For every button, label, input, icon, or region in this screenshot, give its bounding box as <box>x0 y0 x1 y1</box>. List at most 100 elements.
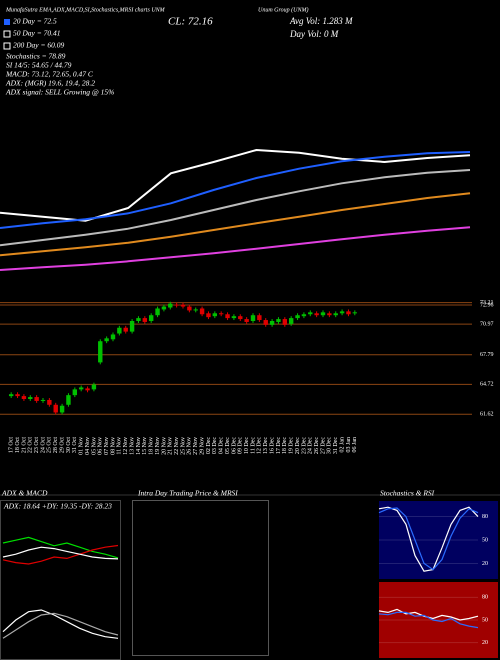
x-tick-label: 31 Oct <box>72 437 78 453</box>
x-tick-label: 09 Dec <box>238 437 244 454</box>
candle-body <box>295 315 300 319</box>
series-line <box>2 546 119 560</box>
candle-body <box>244 319 249 322</box>
x-tick-label: 18 Nov <box>149 437 155 455</box>
candle-body <box>218 313 224 315</box>
series-line <box>0 151 471 229</box>
candle-body <box>34 397 39 401</box>
x-tick-label: 11 Nov <box>117 437 123 455</box>
x-tick-label: 18 Oct <box>15 437 21 453</box>
panel-title: Intra Day Trading Price & MRSI <box>137 489 238 498</box>
x-tick-label: 05 Nov <box>91 437 97 455</box>
ma-line: 200 Day = 60.09 <box>13 41 65 50</box>
panel-background <box>379 582 498 658</box>
x-tick-label: 06 Nov <box>98 437 104 455</box>
candle-body <box>339 311 345 314</box>
indicator: SI 14/5: 54.65 / 44.79 <box>6 61 72 70</box>
series-line <box>2 536 119 559</box>
y-tick-label: 73.21 <box>480 300 494 306</box>
x-tick-label: 22 Nov <box>174 437 180 455</box>
candle-body <box>225 314 230 319</box>
candle-body <box>78 387 84 390</box>
candle-body <box>320 312 326 316</box>
candle-body <box>129 321 135 332</box>
x-tick-label: 23 Oct <box>34 437 40 453</box>
candle-body <box>333 313 338 316</box>
x-tick-label: 12 Nov <box>123 437 129 455</box>
candle-body <box>288 318 294 324</box>
legend-swatch <box>3 30 11 38</box>
candle-body <box>47 399 52 405</box>
candle-body <box>282 319 288 325</box>
series-line <box>0 192 471 257</box>
x-tick-label: 26 Nov <box>187 437 193 455</box>
candle-body <box>174 304 179 306</box>
candle-body <box>263 320 268 325</box>
x-tick-label: 03 Jan <box>346 437 352 453</box>
legend-swatch <box>3 42 11 50</box>
close-price: CL: 72.16 <box>168 16 213 28</box>
x-tick-label: 17 Oct <box>9 437 15 453</box>
y-tick-label: 50 <box>482 617 488 623</box>
day-volume: Day Vol: 0 M <box>289 29 339 39</box>
x-tick-label: 21 Nov <box>168 437 174 455</box>
x-tick-label: 29 Nov <box>199 437 205 455</box>
x-tick-label: 27 Dec <box>320 437 326 454</box>
candle-body <box>250 315 256 321</box>
legend-swatch <box>4 19 10 25</box>
candle-body <box>91 384 97 390</box>
indicator: Stochastics = 78.89 <box>6 52 66 61</box>
candle-body <box>276 319 281 322</box>
y-tick-label: 67.79 <box>480 352 494 358</box>
candle-body <box>314 313 319 316</box>
candle-body <box>59 405 65 413</box>
x-tick-label: 18 Dec <box>282 437 288 454</box>
candle-body <box>301 314 307 317</box>
y-tick-label: 64.72 <box>480 382 494 388</box>
x-tick-label: 02 Jan <box>339 437 345 453</box>
candle-body <box>168 303 173 308</box>
x-tick-label: 31 Dec <box>333 437 339 454</box>
series-line <box>2 544 119 565</box>
candle-body <box>161 306 167 310</box>
x-tick-label: 04 Dec <box>219 437 225 454</box>
series-line <box>0 226 471 271</box>
candle-body <box>85 388 90 391</box>
candle-body <box>98 341 103 363</box>
x-tick-label: 30 Dec <box>327 437 333 454</box>
series-line <box>378 611 479 629</box>
candle-body <box>123 327 128 332</box>
x-tick-label: 15 Nov <box>142 437 148 455</box>
x-tick-label: 06 Jan <box>352 437 358 453</box>
x-tick-label: 24 Oct <box>40 437 46 453</box>
x-tick-label: 25 Nov <box>180 437 186 455</box>
x-tick-label: 17 Dec <box>276 437 282 454</box>
ma-line: 20 Day = 72.5 <box>13 17 57 26</box>
annotation: ADX: 18.64 +DY: 19.35 -DY: 28.23 <box>3 502 112 511</box>
y-tick-label: 20 <box>482 561 488 567</box>
x-tick-label: 05 Dec <box>225 437 231 454</box>
x-tick-label: 06 Dec <box>231 437 237 454</box>
candle-body <box>327 313 332 316</box>
candle-body <box>28 397 33 399</box>
candle-body <box>148 315 154 321</box>
candle-body <box>206 313 211 318</box>
x-tick-label: 25 Oct <box>47 437 53 453</box>
panel-title: ADX & MACD <box>1 489 48 498</box>
x-tick-label: 27 Nov <box>193 437 199 455</box>
y-tick-label: 61.62 <box>480 412 494 418</box>
adx-text: ADX signal: SELL Growing @ 15% <box>5 88 114 97</box>
candle-body <box>199 308 205 315</box>
x-tick-label: 23 Dec <box>301 437 307 454</box>
candle-body <box>72 389 78 396</box>
x-tick-label: 12 Dec <box>257 437 263 454</box>
candle-body <box>110 334 116 340</box>
avg-volume: Avg Vol: 1.283 M <box>289 16 353 26</box>
x-tick-label: 19 Dec <box>289 437 295 454</box>
candle-body <box>352 312 358 314</box>
candle-body <box>53 404 58 413</box>
x-tick-label: 07 Nov <box>104 437 110 455</box>
x-tick-label: 26 Dec <box>314 437 320 454</box>
x-tick-label: 03 Dec <box>212 437 218 454</box>
